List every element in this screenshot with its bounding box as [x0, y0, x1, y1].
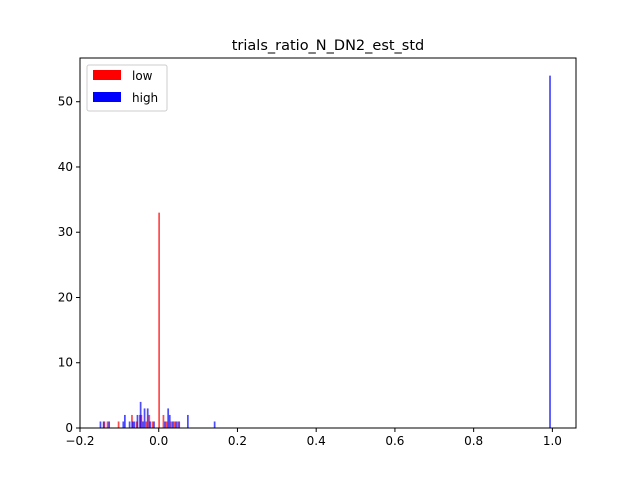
- bar-low-15: [176, 421, 179, 428]
- legend-swatch-high: [93, 92, 121, 102]
- bar-high-20: [178, 421, 181, 428]
- bar-high-14: [153, 421, 155, 428]
- x-tick-label: 0.4: [307, 434, 326, 448]
- x-tick-label: 0.0: [149, 434, 168, 448]
- chart-title: trials_ratio_N_DN2_est_std: [232, 38, 425, 54]
- bar-low-12: [165, 421, 168, 428]
- bar-low-14: [173, 421, 176, 428]
- x-tick-label: −0.2: [65, 434, 94, 448]
- bar-high-21: [186, 414, 189, 428]
- bar-high-18: [172, 421, 174, 428]
- bar-high-23: [549, 75, 551, 428]
- x-tick-label: 1.0: [543, 434, 562, 448]
- bar-high-2: [108, 421, 110, 428]
- bar-high-0: [99, 421, 102, 428]
- bar-low-2: [117, 421, 120, 428]
- bar-high-1: [102, 421, 105, 428]
- bar-low-9: [151, 421, 154, 428]
- bar-low-10: [158, 212, 160, 428]
- bar-high-16: [167, 408, 170, 428]
- bar-high-6: [131, 421, 134, 428]
- y-axis: 0 10 20 30 40 50: [58, 95, 80, 435]
- bar-high-3: [122, 421, 125, 428]
- bar-high-10: [142, 421, 144, 428]
- bars-layer: [99, 75, 551, 428]
- bar-high-19: [175, 421, 177, 428]
- x-tick-label: 0.6: [385, 434, 404, 448]
- x-axis: −0.2 0.0 0.2 0.4 0.6 0.8 1.0: [65, 428, 562, 448]
- bar-low-13: [170, 421, 173, 428]
- x-tick-label: 0.8: [464, 434, 483, 448]
- legend: low high: [86, 64, 168, 112]
- y-tick-label: 40: [58, 160, 73, 174]
- bar-high-4: [124, 414, 126, 428]
- legend-label-low: low: [132, 69, 153, 83]
- y-tick-label: 10: [58, 356, 73, 370]
- bar-high-11: [143, 408, 146, 428]
- x-tick-label: 0.2: [228, 434, 247, 448]
- bar-high-5: [128, 421, 131, 428]
- y-tick-label: 30: [58, 225, 73, 239]
- legend-swatch-low: [93, 70, 121, 80]
- y-tick-label: 20: [58, 290, 73, 304]
- bar-high-12: [146, 408, 149, 428]
- legend-label-high: high: [132, 91, 158, 105]
- bar-high-13: [149, 421, 151, 428]
- bar-high-15: [164, 421, 166, 428]
- y-tick-label: 50: [58, 95, 73, 109]
- y-tick-label: 0: [65, 421, 73, 435]
- bar-low-11: [162, 414, 165, 428]
- bar-high-9: [139, 401, 142, 428]
- plot-frame: [79, 57, 577, 429]
- bar-low-7: [145, 421, 147, 428]
- bar-low-1: [106, 421, 109, 428]
- bar-high-8: [136, 414, 139, 428]
- bar-high-7: [133, 421, 136, 428]
- bar-high-22: [213, 421, 216, 428]
- bar-high-17: [168, 414, 171, 428]
